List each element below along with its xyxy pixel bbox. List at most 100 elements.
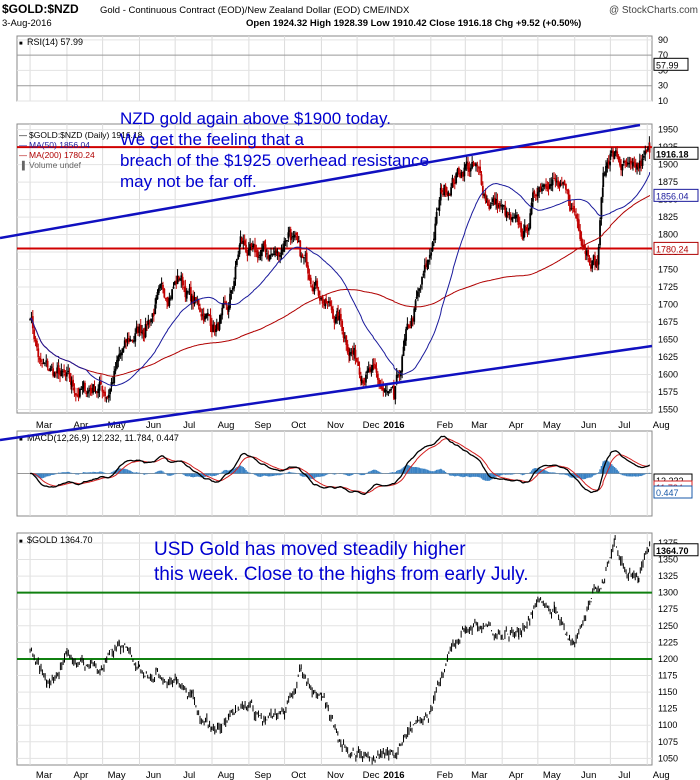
price-candle-body <box>183 286 185 288</box>
price-candle-body <box>130 340 133 342</box>
price-candle-body <box>65 372 68 377</box>
rsi-tick-label: 90 <box>658 35 668 45</box>
price-candle-body <box>181 276 184 286</box>
price-candle-body <box>246 252 249 256</box>
price-candle-body <box>283 240 286 252</box>
price-candle-body <box>76 394 79 396</box>
price-candle-body <box>402 346 405 356</box>
price-candle-body <box>363 383 366 385</box>
price-candle-body <box>403 338 406 346</box>
price-candle-body <box>597 246 600 265</box>
price-candle-body <box>500 204 503 206</box>
price-candle-body <box>423 265 426 273</box>
price-candle-body <box>376 373 379 380</box>
price-candle-body <box>256 250 259 258</box>
legend-marker: — <box>19 151 27 160</box>
price-candle-body <box>453 182 456 184</box>
price-candle-body <box>121 352 123 356</box>
price-tick-label: 1750 <box>658 265 678 275</box>
x-tick-label: Apr <box>509 420 524 431</box>
price-tick-label: 1950 <box>658 125 678 135</box>
price-candle-body <box>100 381 102 385</box>
price-candle-body <box>469 168 472 172</box>
price-candle-body <box>508 213 511 215</box>
price-candle-body <box>70 381 73 387</box>
price-candle-body <box>309 277 312 284</box>
price-candle-body <box>67 370 70 373</box>
price-candle-body <box>448 193 451 196</box>
price-candle-body <box>539 186 542 190</box>
price-candle-body <box>300 256 303 258</box>
usd-tick-label: 1300 <box>658 588 678 598</box>
price-candle-body <box>219 315 222 324</box>
price-candle-body <box>547 188 550 190</box>
price-candle-body <box>647 147 649 151</box>
price-candle-body <box>370 368 373 372</box>
usd-last-value: 1364.70 <box>656 546 689 556</box>
price-candle-body <box>53 372 56 377</box>
price-candle-body <box>351 350 354 354</box>
price-candle-body <box>126 338 129 342</box>
usd-tick-label: 1200 <box>658 654 678 664</box>
price-candle-body <box>92 384 95 393</box>
price-candle-body <box>580 237 583 246</box>
price-tick-label: 1800 <box>658 230 678 240</box>
panel-frame <box>16 35 653 102</box>
price-candle-body <box>559 183 562 187</box>
price-candle-body <box>184 286 187 298</box>
price-candle-body <box>355 357 358 362</box>
price-candle-body <box>602 172 605 187</box>
price-candle-body <box>475 163 477 167</box>
price-tick-label: 1550 <box>658 405 678 415</box>
price-candle-body <box>326 301 329 303</box>
price-candle-body <box>517 215 520 225</box>
price-candle-body <box>511 216 514 218</box>
x-tick-label: Aug <box>653 770 670 780</box>
price-candle-body <box>514 215 517 219</box>
price-candle-body <box>354 349 357 359</box>
price-candle-body <box>33 329 36 340</box>
price-candle-body <box>383 389 386 392</box>
price-candle-body <box>425 263 428 267</box>
usd-tick-label: 1325 <box>658 571 678 581</box>
price-candle-body <box>483 194 486 197</box>
price-candle-body <box>550 184 553 186</box>
price-candle-body <box>645 149 648 152</box>
price-candle-body <box>279 255 282 257</box>
price-candle-body <box>603 173 606 175</box>
price-candle-body <box>193 297 196 305</box>
price-candle-body <box>227 306 230 312</box>
price-candle-body <box>172 286 175 289</box>
annotation-line: We get the feeling that a <box>120 130 305 149</box>
price-candle-body <box>413 308 416 322</box>
price-candle-body <box>527 227 530 231</box>
price-candle-body <box>234 266 237 280</box>
price-candle-body <box>339 313 342 321</box>
price-candle-body <box>349 352 351 356</box>
price-candle-body <box>498 203 501 208</box>
rsi-tick-label: 70 <box>658 50 668 60</box>
price-candle-body <box>575 214 577 219</box>
x-tick-label: May <box>543 770 561 780</box>
price-candle-body <box>624 160 627 162</box>
price-candle-body <box>45 360 48 363</box>
price-candle-body <box>338 315 341 321</box>
price-candle-body <box>280 249 283 255</box>
price-candle-body <box>526 228 529 232</box>
price-candle-body <box>560 183 563 185</box>
price-candle-body <box>238 244 241 255</box>
price-candle-body <box>382 388 385 391</box>
price-candle-body <box>150 318 152 323</box>
price-candle-body <box>440 189 443 193</box>
price-candle-body <box>555 181 558 183</box>
price-candle-body <box>147 319 150 325</box>
price-tick-label: 1700 <box>658 300 678 310</box>
price-candle-body <box>188 288 191 291</box>
price-candle-body <box>462 172 464 177</box>
price-candle-body <box>333 318 336 323</box>
price-candle-body <box>563 180 566 186</box>
price-candle-body <box>233 281 236 289</box>
price-candle-body <box>643 155 645 158</box>
price-candle-body <box>114 368 117 372</box>
price-candle-body <box>265 253 268 255</box>
